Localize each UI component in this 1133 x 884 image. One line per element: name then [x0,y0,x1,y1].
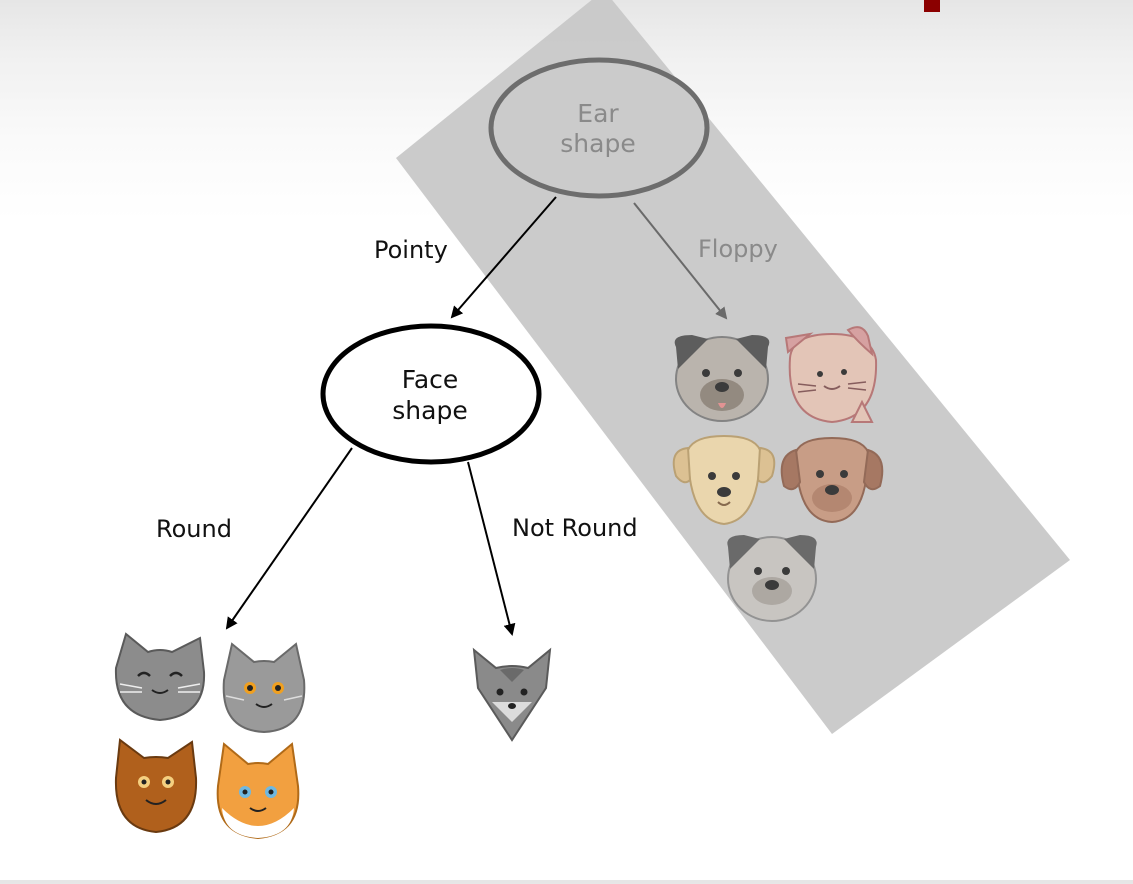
cat-grey-smiling-icon [114,632,206,722]
root-node-ellipse [488,57,710,199]
cat-orange-white-icon [216,742,300,840]
dog-pink-icon [784,326,878,424]
root-node-label-line1: Ear [577,99,619,128]
cat-grey-orange-eyes-icon [222,642,306,734]
floppy-dogs-group [672,326,884,622]
face-shape-label-line2: shape [392,396,467,425]
dog-pug-grey-icon [674,335,770,422]
cat-brown-icon [114,738,198,834]
root-node-label-line2: shape [560,129,635,158]
root-node: Ear shape [488,57,710,199]
edge-round-arrow [225,447,353,630]
edge-floppy-arrow [633,202,728,320]
edge-label-not-round: Not Round [512,514,638,542]
cat-grey-pointed-icon [472,647,552,742]
edge-pointy-arrow [450,196,557,319]
edge-label-floppy: Floppy [698,235,778,263]
dog-golden-icon [672,434,776,526]
face-shape-ellipse [320,323,542,465]
accent-mark [924,0,940,12]
edge-label-pointy: Pointy [374,236,448,264]
face-shape-label-line1: Face [402,365,459,394]
edge-label-round: Round [156,515,232,543]
edge-not-round-arrow [467,461,516,636]
dog-brown-icon [780,436,884,524]
dog-pug-light-icon [727,535,817,622]
face-shape-node: Face shape [320,323,542,465]
